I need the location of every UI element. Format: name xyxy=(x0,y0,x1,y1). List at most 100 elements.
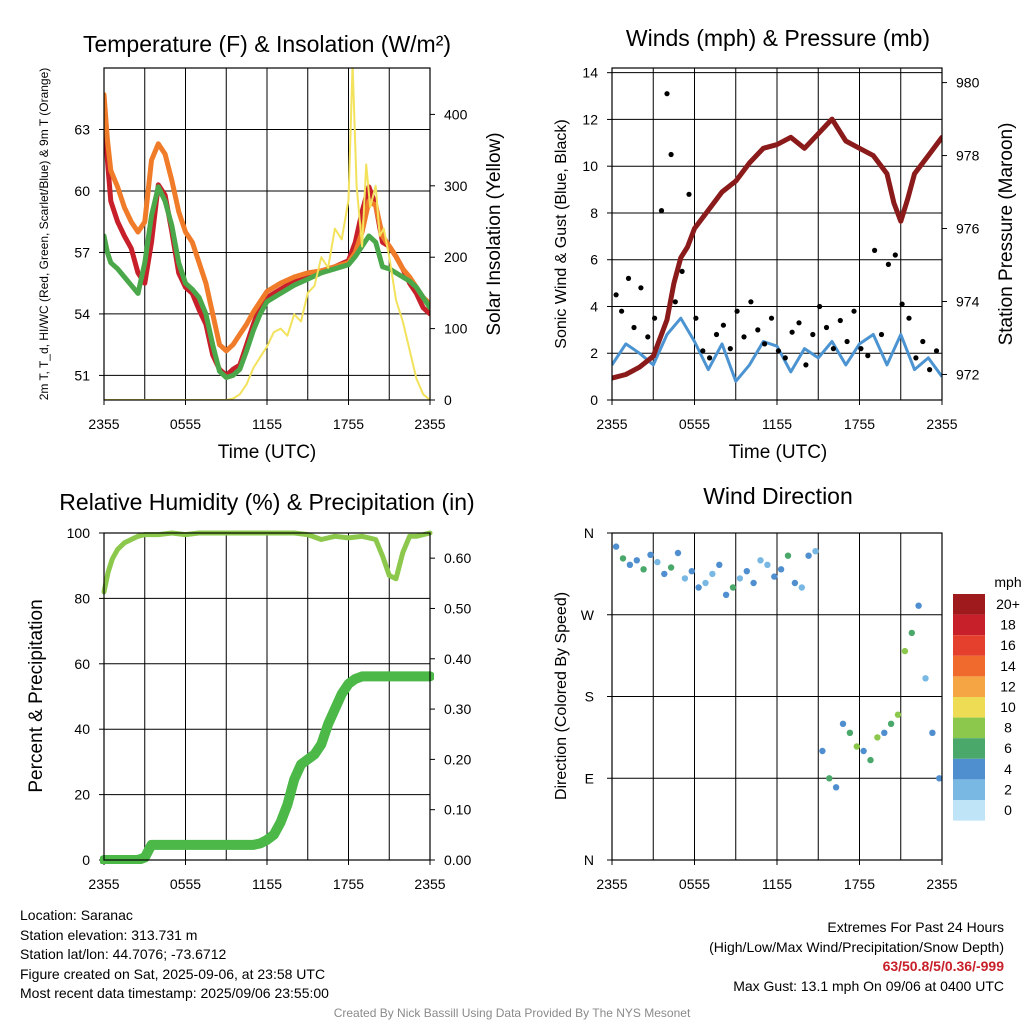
legend-swatch xyxy=(953,676,985,697)
winds-gust-point xyxy=(613,292,619,298)
winds-y2-tick-label: 972 xyxy=(956,366,980,382)
dir-point xyxy=(709,570,716,578)
legend-label: 12 xyxy=(1000,678,1016,694)
dir-title: Wind Direction xyxy=(703,483,853,509)
legend-label: 0 xyxy=(1004,802,1012,818)
temp-series-line-3 xyxy=(104,68,430,400)
dir-point xyxy=(654,558,661,566)
dir-y-tick-label: N xyxy=(584,525,594,541)
winds-gust-point xyxy=(762,341,768,347)
dir-point xyxy=(764,561,771,568)
legend-swatch xyxy=(953,779,985,800)
rh-y2-tick-label: 0.20 xyxy=(444,751,471,767)
dir-point xyxy=(832,784,840,791)
dir-point xyxy=(661,570,668,578)
legend-swatch xyxy=(953,738,985,759)
legend-label: 16 xyxy=(1000,637,1016,653)
temp-title: Temperature (F) & Insolation (W/m²) xyxy=(83,31,451,57)
legend-label: 4 xyxy=(1004,761,1012,777)
elevation-text: Station elevation: 313.731 m xyxy=(20,926,198,943)
winds-gust-point xyxy=(679,268,685,274)
credit-text: Created By Nick Bassill Using Data Provi… xyxy=(333,1006,691,1020)
rh-y-tick-label: 100 xyxy=(67,525,91,541)
dir-point xyxy=(633,557,640,564)
rh-y2-tick-label: 0.60 xyxy=(444,550,471,566)
temp-series-group xyxy=(104,68,430,400)
winds-gust-point xyxy=(789,329,795,335)
winds-gust-point xyxy=(933,348,940,354)
extremes-subtitle: (High/Low/Max Wind/Precipitation/Snow De… xyxy=(709,938,1004,955)
dir-point xyxy=(688,568,695,575)
rh-ylabel: Percent & Precipitation xyxy=(26,599,47,792)
dir-point xyxy=(881,729,888,736)
winds-x-tick-label: 2355 xyxy=(596,416,627,432)
temp-x-tick-label: 1155 xyxy=(252,416,282,432)
dir-point xyxy=(798,584,805,591)
winds-gust-point xyxy=(927,367,933,373)
winds-gust-point xyxy=(817,303,823,310)
winds-gust-point xyxy=(885,261,892,267)
dir-point xyxy=(826,775,833,782)
winds-gust-point xyxy=(865,353,871,359)
dir-point xyxy=(922,675,929,682)
legend-label: 14 xyxy=(1000,658,1016,674)
legend-swatch xyxy=(953,758,985,780)
dir-point xyxy=(874,734,881,741)
winds-gust-point xyxy=(913,355,919,361)
winds-gust-point xyxy=(707,355,713,361)
winds-gust-point xyxy=(727,346,733,352)
dir-point xyxy=(619,555,627,562)
winds-gust-point xyxy=(619,308,625,314)
dir-point xyxy=(750,579,757,587)
winds-gust-point xyxy=(899,301,905,307)
dir-x-tick-label: 0555 xyxy=(679,876,710,892)
rh-plot-border xyxy=(103,532,431,861)
legend-title: mph xyxy=(994,574,1021,590)
winds-ylabel: Sonic Wind & Gust (Blue, Black) xyxy=(553,119,570,348)
winds-y2-tick-label: 976 xyxy=(956,221,980,237)
dir-point xyxy=(771,573,778,580)
winds-gust-point xyxy=(748,299,754,305)
dir-point xyxy=(757,557,764,564)
winds-x-tick-label: 1155 xyxy=(762,416,792,432)
winds-gust-point xyxy=(693,315,699,321)
rh-y-tick-label: 60 xyxy=(74,656,90,672)
extremes-title: Extremes For Past 24 Hours xyxy=(827,919,1004,935)
winds-gust-point xyxy=(755,327,761,333)
winds-speed-line xyxy=(612,316,942,383)
winds-gust-point xyxy=(638,285,644,291)
winds-gust-point xyxy=(830,346,837,352)
winds-y2-tick-label: 978 xyxy=(956,148,980,164)
rh-x-tick-label: 1155 xyxy=(252,876,282,892)
winds-xlabel: Time (UTC) xyxy=(729,442,828,463)
location-text: Location: Saranac xyxy=(20,907,133,923)
dir-point xyxy=(777,566,785,573)
temp-y-tick-label: 63 xyxy=(74,121,90,137)
rh-y2-tick-label: 0.30 xyxy=(444,701,471,717)
dir-point xyxy=(674,549,682,557)
winds-gust-point xyxy=(713,331,720,338)
station-info: Location: Saranac Station elevation: 313… xyxy=(20,906,329,1004)
winds-gust-point xyxy=(906,315,912,321)
rh-y-tick-label: 20 xyxy=(74,787,90,803)
dir-point xyxy=(908,629,915,637)
winds-gust-point xyxy=(658,208,665,214)
legend-label: 8 xyxy=(1004,720,1012,736)
temp-y-tick-label: 60 xyxy=(74,183,90,199)
rh-precip-line xyxy=(100,671,434,864)
dir-x-tick-label: 1155 xyxy=(762,876,792,892)
winds-gust-point xyxy=(631,324,637,331)
legend-swatch xyxy=(953,655,985,677)
winds-y-tick-label: 8 xyxy=(590,205,598,221)
dir-point xyxy=(819,747,826,755)
winds-y-tick-label: 2 xyxy=(590,345,598,361)
winds-gust-point xyxy=(741,334,747,340)
winds-x-tick-label: 0555 xyxy=(679,416,710,432)
winds-y-tick-label: 14 xyxy=(582,65,598,81)
dir-point xyxy=(901,647,909,655)
winds-gust-point xyxy=(858,346,864,352)
rh-x-tick-label: 2355 xyxy=(414,876,445,892)
temp-y2-tick-label: 100 xyxy=(444,321,468,337)
temp-xlabel: Time (UTC) xyxy=(218,442,317,463)
dir-point xyxy=(702,579,709,587)
